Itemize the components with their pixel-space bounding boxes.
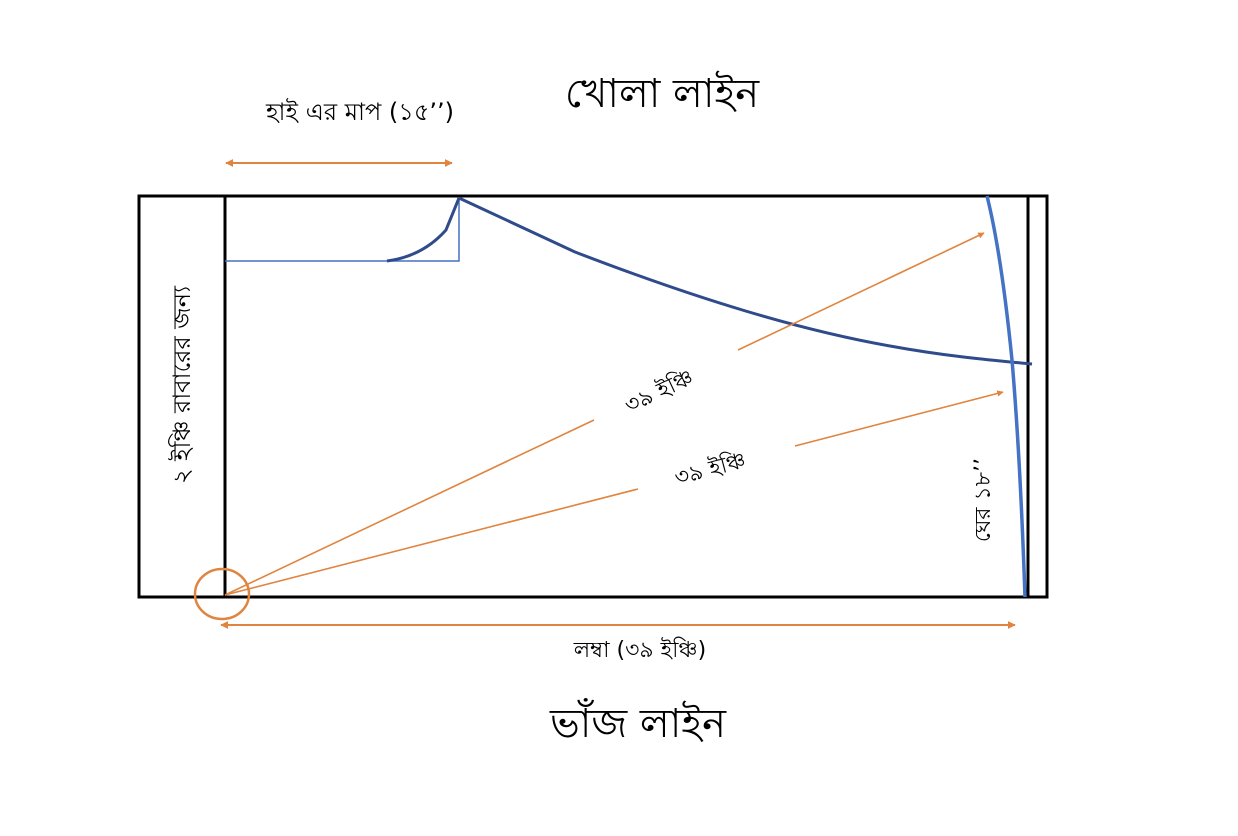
fabric-outline [137, 194, 1049, 599]
hip-measure-label: হাই এর মাপ (১৫’’) [265, 98, 454, 126]
diagonal-lower-segment-1 [224, 488, 639, 596]
pivot-circle [193, 567, 251, 621]
hip-curve [386, 197, 461, 263]
top-title: খোলা লাইন [565, 71, 760, 117]
length-label: লম্বা (৩৯ ইঞ্চি) [573, 637, 706, 663]
diagonal-upper-segment-2 [737, 232, 985, 351]
diagonal-upper-segment-1 [224, 419, 595, 596]
rubber-allowance-label: ২ ইঞ্চি রাবারের জন্য [168, 285, 196, 484]
diagonal-label-lower: ৩৯ ইঞ্চি [672, 447, 749, 491]
side-seam-curve [458, 196, 1033, 366]
diagonal-label-upper: ৩৯ ইঞ্চি [621, 365, 698, 419]
bottom-title: ভাঁজ লাইন [549, 698, 727, 747]
hem-curve [985, 195, 1027, 598]
hip-guide-line [225, 198, 460, 262]
diagonal-lower-segment-2 [794, 390, 1004, 447]
hem-label: ঘের ১৮’’ [971, 458, 996, 542]
